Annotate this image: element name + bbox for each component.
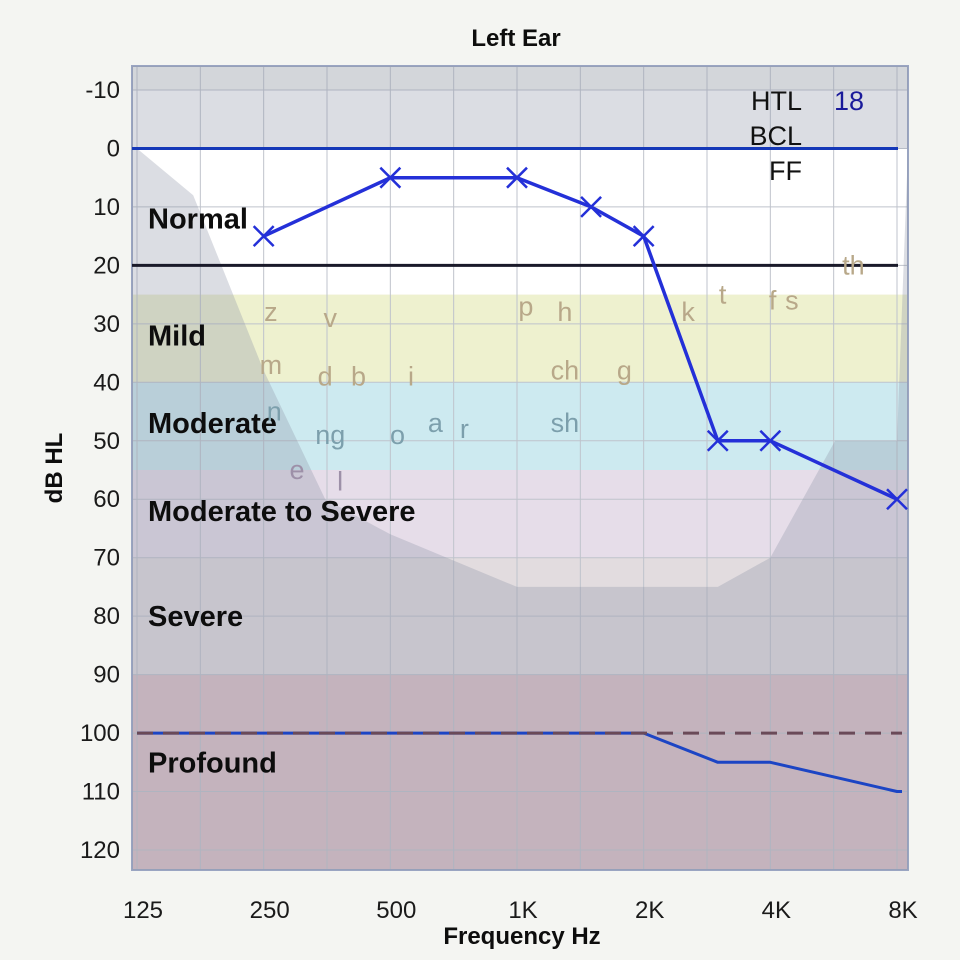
legend-value-htl: 18: [834, 86, 864, 116]
phoneme-s: s: [785, 285, 799, 315]
threshold-marker: [886, 488, 908, 511]
threshold-marker: [252, 225, 275, 248]
phoneme-sh: sh: [551, 408, 580, 438]
band-moderate-to-severe: [132, 470, 908, 558]
phoneme-l: l: [337, 467, 343, 497]
severity-label-mild: Mild: [148, 321, 206, 353]
y-tick-label: 40: [93, 369, 120, 396]
y-tick-label: 80: [93, 603, 120, 630]
phoneme-b: b: [351, 361, 366, 391]
band-mild: [132, 294, 908, 383]
x-tick-label: 500: [376, 897, 416, 924]
phoneme-d: d: [318, 361, 333, 391]
phoneme-m: m: [260, 350, 283, 380]
severity-label-profound: Profound: [148, 747, 277, 779]
y-tick-label: 0: [107, 135, 120, 162]
y-tick-label: 70: [93, 545, 120, 572]
y-tick-label: 10: [93, 194, 120, 221]
threshold-marker: [580, 196, 602, 218]
severity-label-moderate: Moderate: [148, 408, 277, 440]
threshold-marker: [759, 429, 782, 452]
speech-banana-shade: [132, 66, 908, 870]
data-series: [137, 166, 908, 793]
chart-title: Left Ear: [471, 25, 560, 52]
y-tick-label: 90: [93, 662, 120, 689]
band-moderate: [132, 382, 908, 470]
phoneme-a: a: [428, 408, 444, 438]
phoneme-t: t: [719, 280, 727, 310]
x-tick-label: 250: [250, 897, 290, 924]
threshold-marker: [706, 429, 729, 452]
phoneme-v: v: [324, 303, 338, 333]
band-profound: [132, 674, 908, 870]
phoneme-z: z: [264, 297, 278, 327]
band-normal: [132, 90, 908, 295]
y-tick-label: 120: [80, 837, 120, 864]
axis-ticks: -10 0 10 20 30 40 50 60 70 80 90 100 110 120 125 250 500…: [80, 77, 918, 924]
phoneme-h: h: [557, 297, 572, 327]
phoneme-p: p: [518, 291, 533, 321]
series-threshold-line: [262, 175, 898, 501]
plot-frame: [131, 65, 909, 871]
threshold-marker: [506, 166, 528, 189]
phoneme-e: e: [289, 455, 304, 485]
x-tick-label: 125: [123, 897, 163, 924]
phoneme-ch: ch: [551, 356, 580, 386]
x-tick-label: 2K: [635, 897, 664, 924]
legend-label-htl: HTL: [751, 86, 802, 116]
severity-label-moderate-to-severe: Moderate to Severe: [148, 496, 416, 528]
x-tick-label: 8K: [888, 897, 917, 924]
severity-labels: Normal Mild Moderate Moderate to Severe Seve…: [148, 204, 416, 780]
phoneme-g: g: [617, 356, 632, 386]
y-tick-label: -10: [85, 77, 120, 104]
speech-banana-region: [132, 66, 908, 870]
phoneme-r: r: [460, 414, 469, 444]
phoneme-k: k: [681, 297, 695, 327]
legend-label-ff: FF: [769, 156, 802, 186]
x-tick-label: 1K: [508, 897, 537, 924]
speech-sounds: z v m d b i n ng o a r e l p h ch g sh kt f s th: [260, 250, 865, 496]
threshold-marker: [632, 225, 655, 248]
legend: HTL 18 BCL FF: [749, 86, 864, 186]
phoneme-n: n: [267, 397, 282, 427]
y-tick-label: 50: [93, 428, 120, 455]
phoneme-th: th: [842, 250, 865, 280]
y-tick-label: 100: [80, 720, 120, 747]
y-tick-label: 30: [93, 311, 120, 338]
threshold-marker: [379, 166, 402, 189]
reference-lines: [132, 146, 898, 267]
y-tick-label: 110: [82, 779, 120, 806]
phoneme-i: i: [408, 361, 414, 391]
y-axis-title: dB HL: [41, 433, 68, 504]
legend-label-bcl: BCL: [749, 121, 802, 151]
phoneme-f: f: [769, 285, 777, 315]
severity-label-severe: Severe: [148, 601, 243, 633]
y-tick-label: 20: [93, 252, 120, 279]
phoneme-o: o: [390, 420, 405, 450]
x-axis-title: Frequency Hz: [443, 923, 600, 950]
y-tick-label: 60: [93, 486, 120, 513]
phoneme-ng: ng: [315, 420, 345, 450]
severity-label-normal: Normal: [148, 204, 248, 236]
x-tick-label: 4K: [762, 897, 791, 924]
